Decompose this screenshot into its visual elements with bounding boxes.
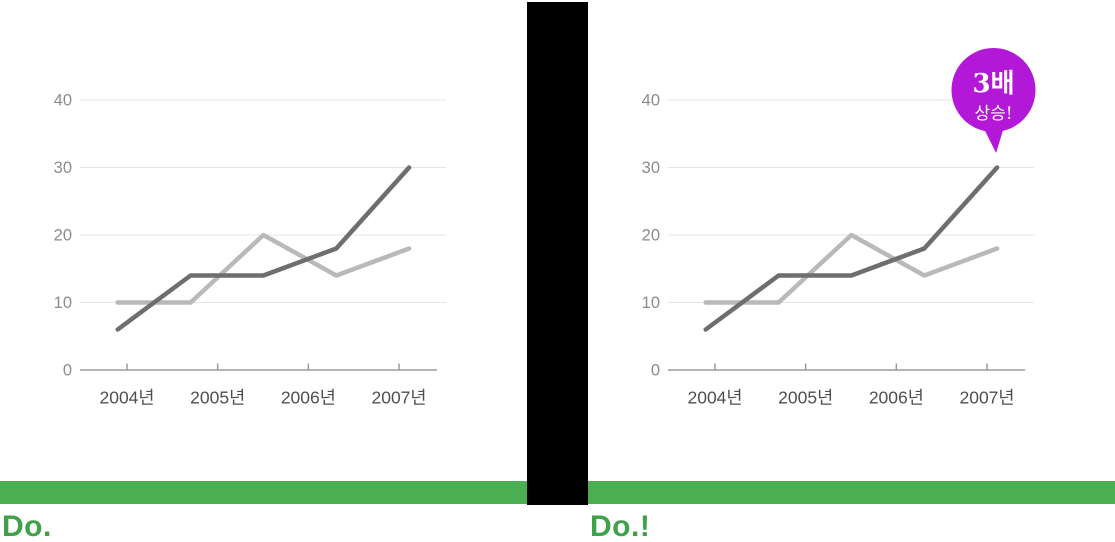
light-gray-series-line <box>115 232 412 305</box>
x-tick-label: 2007년 <box>371 388 426 408</box>
badge-text-line2: 상승! <box>974 104 1012 124</box>
panel-before: 2004년 2005년 2006년 2007년 0 10 20 30 40 <box>0 0 527 471</box>
x-tick-label: 2005년 <box>190 388 245 408</box>
dark-gray-series-line <box>115 165 412 332</box>
green-accent-bar-before <box>0 481 527 504</box>
x-tick-label: 2004년 <box>99 388 154 408</box>
x-tick-label: 2006년 <box>869 388 924 408</box>
y-tick-label: 0 <box>63 362 72 380</box>
y-tick-label: 20 <box>642 227 660 245</box>
dark-gray-series-line <box>703 165 1000 332</box>
y-tick-label: 20 <box>54 227 72 245</box>
y-tick-label: 40 <box>642 92 660 110</box>
x-tick-label: 2007년 <box>959 388 1014 408</box>
caption-before: Do. <box>2 510 52 542</box>
y-tick-label: 30 <box>54 159 72 177</box>
chart-svg: 2004년 2005년 2006년 2007년 0 10 20 30 40 <box>54 92 446 408</box>
green-accent-bar-after <box>588 481 1115 504</box>
caption-after: Do.! <box>590 510 651 542</box>
line-chart-before: 2004년 2005년 2006년 2007년 0 10 20 30 40 <box>0 0 527 471</box>
x-tick-label: 2006년 <box>281 388 336 408</box>
y-tick-label: 10 <box>642 294 660 312</box>
y-tick-label: 40 <box>54 92 72 110</box>
black-divider <box>527 2 588 505</box>
badge-text-line1: 3배 <box>972 69 1014 99</box>
y-tick-label: 0 <box>651 362 660 380</box>
x-tick-label: 2004년 <box>687 388 742 408</box>
badge-circle <box>951 48 1036 132</box>
y-tick-label: 30 <box>642 159 660 177</box>
y-tick-label: 10 <box>54 294 72 312</box>
light-gray-series-line <box>703 232 1000 305</box>
x-tick-label: 2005년 <box>778 388 833 408</box>
